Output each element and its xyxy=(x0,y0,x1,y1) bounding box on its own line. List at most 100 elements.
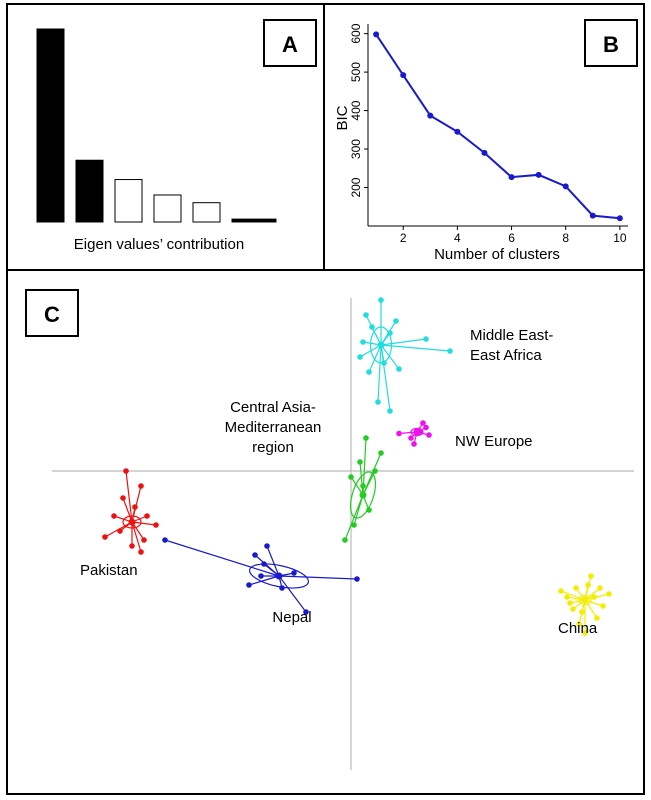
cluster-spoke xyxy=(266,545,280,577)
cluster-spoke xyxy=(377,344,382,403)
panel-b-bic-plot: 2 4 6 8 10 200 300 400 500 600 xyxy=(349,23,628,245)
cluster-point xyxy=(162,537,168,543)
eigen-bar-3 xyxy=(114,179,143,223)
panel-b-xlabel: Number of clusters xyxy=(434,246,560,263)
bic-point xyxy=(400,72,407,79)
cluster-point xyxy=(378,297,384,303)
cluster-spoke xyxy=(164,539,280,577)
cluster-point xyxy=(567,600,573,606)
cluster-spoke xyxy=(350,476,364,496)
cluster-spoke xyxy=(131,521,145,541)
cluster-label-nw-europe: NW Europe xyxy=(455,433,533,450)
cluster-point xyxy=(123,468,129,474)
cluster-point xyxy=(132,504,138,510)
cluster-ellipse xyxy=(410,427,424,437)
cluster-point xyxy=(357,459,363,465)
cluster-point xyxy=(573,585,579,591)
cluster-point xyxy=(351,522,357,528)
cluster-point xyxy=(606,591,612,597)
panel-b-ylabel: BIC xyxy=(334,105,351,130)
panel-a-xlabel: Eigen values’ contribution xyxy=(74,236,244,253)
cluster-point xyxy=(378,450,384,456)
cluster-point xyxy=(426,432,432,438)
bic-x-tick-label: 6 xyxy=(508,231,515,245)
cluster-point xyxy=(138,549,144,555)
cluster-label-line: region xyxy=(252,439,294,456)
cluster-point xyxy=(564,594,570,600)
cluster-point xyxy=(570,606,576,612)
cluster-point xyxy=(129,543,135,549)
bic-point xyxy=(427,112,434,119)
cluster-label-pakistan: Pakistan xyxy=(80,562,138,579)
cluster-ellipse xyxy=(578,594,592,606)
cluster-point xyxy=(258,573,264,579)
bic-y-tick-label: 300 xyxy=(349,139,363,159)
cluster-point xyxy=(363,435,369,441)
panel-b-label-box xyxy=(584,19,638,67)
cluster-spoke xyxy=(584,599,598,619)
cluster-label-central-asia: Central Asia- Mediterranean region xyxy=(225,399,322,456)
cluster-spoke xyxy=(380,344,451,352)
cluster-point xyxy=(141,537,147,543)
eigen-bar-2 xyxy=(75,159,104,223)
cluster-central-asia xyxy=(342,435,384,543)
cluster-ellipse xyxy=(369,326,393,364)
cluster-spoke xyxy=(131,521,157,526)
cluster-point xyxy=(102,534,108,540)
cluster-point xyxy=(360,483,366,489)
cluster-point xyxy=(252,552,258,558)
cluster-point xyxy=(582,630,588,636)
eigen-bar-6 xyxy=(231,218,277,223)
bic-x-tick-label: 10 xyxy=(613,231,627,245)
bic-x-tick-label: 2 xyxy=(400,231,407,245)
cluster-point xyxy=(291,570,297,576)
cluster-spoke xyxy=(125,470,133,523)
cluster-point xyxy=(375,399,381,405)
cluster-point xyxy=(585,582,591,588)
cluster-centroid xyxy=(581,596,589,604)
cluster-nepal xyxy=(162,537,360,615)
cluster-spoke xyxy=(131,521,142,553)
cluster-label-line: Middle East- xyxy=(470,327,553,344)
cluster-label-middle-east: Middle East- East Africa xyxy=(470,327,553,364)
cluster-spoke xyxy=(380,338,427,346)
cluster-point xyxy=(363,312,369,318)
panel-a-label: A xyxy=(282,32,298,57)
bic-point xyxy=(616,215,623,222)
cluster-point xyxy=(348,474,354,480)
bic-series-line xyxy=(375,33,620,220)
cluster-label-line: NW Europe xyxy=(455,433,533,450)
cluster-label-line: Nepal xyxy=(272,609,311,626)
bic-x-tick-label: 4 xyxy=(454,231,461,245)
cluster-point xyxy=(342,537,348,543)
cluster-point xyxy=(594,615,600,621)
cluster-pakistan xyxy=(102,468,159,555)
bic-y-tick-label: 200 xyxy=(349,177,363,197)
cluster-point xyxy=(600,603,606,609)
cluster-point xyxy=(117,528,123,534)
cluster-point xyxy=(579,609,585,615)
cluster-point xyxy=(447,348,453,354)
panel-a-eigenvalue-barplot xyxy=(36,28,277,223)
cluster-label-china: China xyxy=(558,620,598,637)
cluster-point xyxy=(420,420,426,426)
bic-point xyxy=(589,212,596,219)
cluster-nw-europe xyxy=(396,420,432,447)
cluster-label-line: China xyxy=(558,620,598,637)
cluster-point xyxy=(354,576,360,582)
cluster-point xyxy=(393,318,399,324)
cluster-point xyxy=(588,573,594,579)
cluster-middle-east xyxy=(357,297,453,414)
cluster-centroid xyxy=(413,428,421,436)
cluster-point xyxy=(411,441,417,447)
cluster-label-line: Mediterranean xyxy=(225,419,322,436)
bic-x-tick-label: 8 xyxy=(562,231,569,245)
cluster-spoke xyxy=(122,497,133,523)
bic-point xyxy=(454,128,461,135)
cluster-point xyxy=(246,582,252,588)
cluster-china xyxy=(558,573,612,636)
figure-frame xyxy=(6,3,645,795)
cluster-point xyxy=(591,594,597,600)
cluster-point xyxy=(396,366,402,372)
